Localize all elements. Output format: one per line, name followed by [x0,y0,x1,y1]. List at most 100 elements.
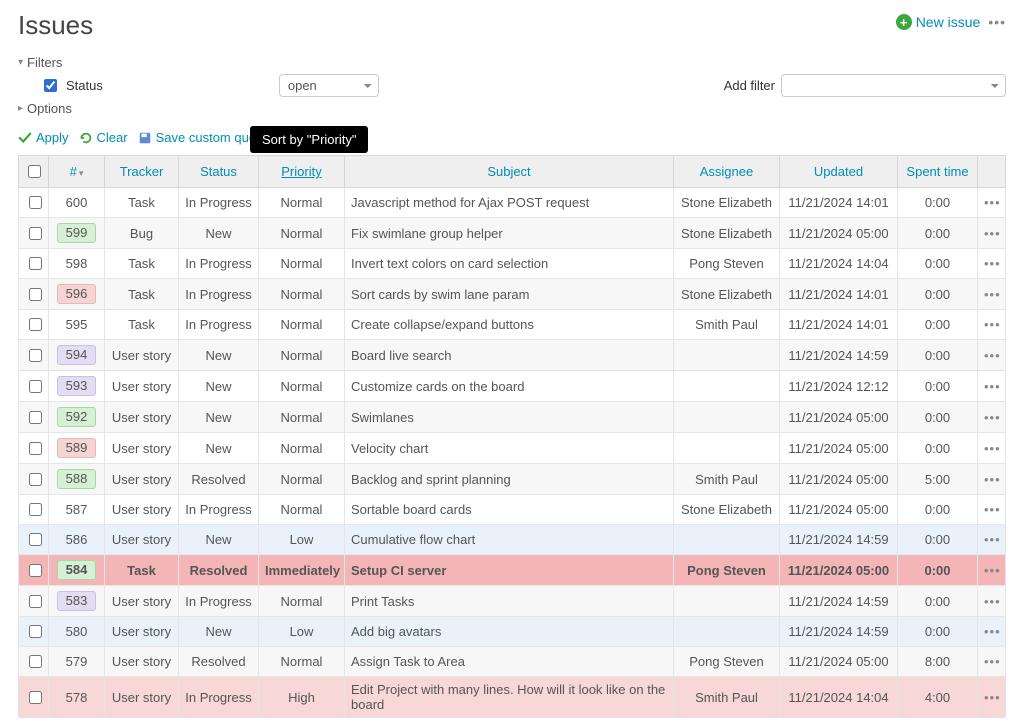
table-row[interactable]: 584TaskResolvedImmediatelySetup CI serve… [19,555,1006,586]
row-actions-menu[interactable]: ••• [984,348,1001,363]
row-checkbox[interactable] [29,380,42,393]
table-row[interactable]: 592User storyNewNormalSwimlanes11/21/202… [19,402,1006,433]
row-actions-menu[interactable]: ••• [984,624,1001,639]
cell-id[interactable]: 600 [49,188,105,218]
cell-id[interactable]: 595 [49,310,105,340]
cell-id[interactable]: 593 [49,371,105,402]
row-actions-menu[interactable]: ••• [984,654,1001,669]
table-row[interactable]: 579User storyResolvedNormalAssign Task t… [19,647,1006,677]
cell-id[interactable]: 592 [49,402,105,433]
row-actions-menu[interactable]: ••• [984,441,1001,456]
table-row[interactable]: 596TaskIn ProgressNormalSort cards by sw… [19,279,1006,310]
row-actions-menu[interactable]: ••• [984,256,1001,271]
row-checkbox[interactable] [29,442,42,455]
table-row[interactable]: 589User storyNewNormalVelocity chart11/2… [19,433,1006,464]
row-actions-menu[interactable]: ••• [984,472,1001,487]
cell-subject[interactable]: Board live search [345,340,674,371]
cell-id[interactable]: 594 [49,340,105,371]
cell-subject[interactable]: Velocity chart [345,433,674,464]
table-row[interactable]: 578User storyIn ProgressHighEdit Project… [19,677,1006,718]
row-actions-menu[interactable]: ••• [984,195,1001,210]
cell-subject[interactable]: Swimlanes [345,402,674,433]
row-actions-menu[interactable]: ••• [984,690,1001,705]
row-checkbox[interactable] [29,257,42,270]
status-filter-checkbox[interactable] [44,79,57,92]
filters-toggle[interactable]: ▾ Filters [18,55,1006,70]
cell-subject[interactable]: Setup CI server [345,555,674,586]
row-actions-menu[interactable]: ••• [984,287,1001,302]
table-row[interactable]: 583User storyIn ProgressNormalPrint Task… [19,586,1006,617]
row-checkbox[interactable] [29,564,42,577]
row-actions-menu[interactable]: ••• [984,532,1001,547]
cell-subject[interactable]: Edit Project with many lines. How will i… [345,677,674,718]
row-checkbox[interactable] [29,349,42,362]
row-actions-menu[interactable]: ••• [984,563,1001,578]
cell-subject[interactable]: Create collapse/expand buttons [345,310,674,340]
cell-id[interactable]: 584 [49,555,105,586]
table-row[interactable]: 593User storyNewNormalCustomize cards on… [19,371,1006,402]
col-updated[interactable]: Updated [780,156,898,188]
row-checkbox[interactable] [29,288,42,301]
cell-id[interactable]: 583 [49,586,105,617]
cell-subject[interactable]: Assign Task to Area [345,647,674,677]
cell-id[interactable]: 598 [49,249,105,279]
table-row[interactable]: 588User storyResolvedNormalBacklog and s… [19,464,1006,495]
row-checkbox[interactable] [29,318,42,331]
table-row[interactable]: 594User storyNewNormalBoard live search1… [19,340,1006,371]
add-filter-select[interactable] [781,74,1006,97]
row-actions-menu[interactable]: ••• [984,379,1001,394]
row-checkbox[interactable] [29,691,42,704]
cell-subject[interactable]: Add big avatars [345,617,674,647]
cell-subject[interactable]: Customize cards on the board [345,371,674,402]
save-query-button[interactable]: Save custom query [138,130,267,145]
row-checkbox[interactable] [29,411,42,424]
options-toggle[interactable]: ▸ Options [18,101,1006,116]
row-checkbox[interactable] [29,196,42,209]
cell-id[interactable]: 596 [49,279,105,310]
row-checkbox[interactable] [29,655,42,668]
page-actions-menu[interactable]: ••• [988,14,1006,30]
cell-subject[interactable]: Javascript method for Ajax POST request [345,188,674,218]
table-row[interactable]: 586User storyNewLowCumulative flow chart… [19,525,1006,555]
row-actions-menu[interactable]: ••• [984,594,1001,609]
cell-subject[interactable]: Cumulative flow chart [345,525,674,555]
row-checkbox[interactable] [29,625,42,638]
new-issue-button[interactable]: + New issue [896,14,981,30]
cell-subject[interactable]: Sortable board cards [345,495,674,525]
col-priority[interactable]: Priority [259,156,345,188]
cell-id[interactable]: 589 [49,433,105,464]
cell-id[interactable]: 586 [49,525,105,555]
status-filter-select[interactable]: open [279,74,379,97]
cell-subject[interactable]: Print Tasks [345,586,674,617]
cell-id[interactable]: 578 [49,677,105,718]
row-checkbox[interactable] [29,473,42,486]
row-checkbox[interactable] [29,595,42,608]
row-checkbox[interactable] [29,503,42,516]
apply-button[interactable]: Apply [18,130,69,145]
select-all-checkbox[interactable] [28,165,41,178]
col-spent[interactable]: Spent time [898,156,978,188]
row-actions-menu[interactable]: ••• [984,226,1001,241]
cell-id[interactable]: 599 [49,218,105,249]
table-row[interactable]: 598TaskIn ProgressNormalInvert text colo… [19,249,1006,279]
table-row[interactable]: 580User storyNewLowAdd big avatars11/21/… [19,617,1006,647]
cell-subject[interactable]: Sort cards by swim lane param [345,279,674,310]
col-assignee[interactable]: Assignee [674,156,780,188]
cell-id[interactable]: 588 [49,464,105,495]
row-actions-menu[interactable]: ••• [984,317,1001,332]
col-status[interactable]: Status [179,156,259,188]
cell-id[interactable]: 587 [49,495,105,525]
row-actions-menu[interactable]: ••• [984,502,1001,517]
row-checkbox[interactable] [29,533,42,546]
table-row[interactable]: 600TaskIn ProgressNormalJavascript metho… [19,188,1006,218]
col-subject[interactable]: Subject [345,156,674,188]
cell-id[interactable]: 579 [49,647,105,677]
cell-subject[interactable]: Backlog and sprint planning [345,464,674,495]
clear-button[interactable]: Clear [79,130,128,145]
col-tracker[interactable]: Tracker [105,156,179,188]
table-row[interactable]: 595TaskIn ProgressNormalCreate collapse/… [19,310,1006,340]
cell-subject[interactable]: Invert text colors on card selection [345,249,674,279]
col-id[interactable]: #▾ [49,156,105,188]
cell-subject[interactable]: Fix swimlane group helper [345,218,674,249]
row-actions-menu[interactable]: ••• [984,410,1001,425]
